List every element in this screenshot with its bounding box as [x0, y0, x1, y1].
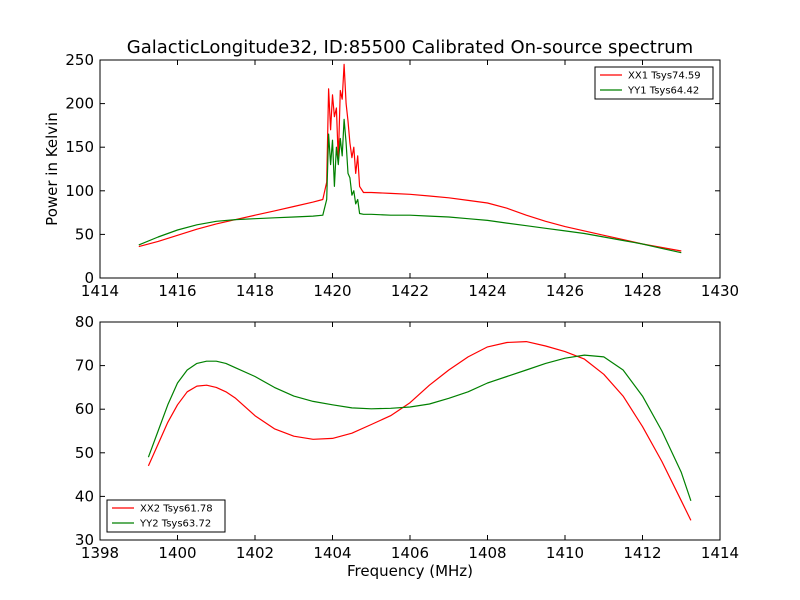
- plot1-legend-box: [594, 66, 714, 100]
- plot-top: 1414 1416 1418 1420 1422 1424 1426 1428 1430 0 50 1…: [43, 51, 739, 300]
- plot2-y-tick-label: 50: [75, 444, 94, 462]
- plot1-x-tick-label: 1416: [158, 282, 196, 300]
- plot1-y-tick-label: 50: [75, 225, 94, 243]
- plot2-y-tick-label: 40: [75, 487, 94, 505]
- plot2-legend-label-2: YY2 Tsys63.72: [139, 519, 211, 530]
- plot2-x-axis-label: Frequency (MHz): [347, 562, 473, 580]
- plot2-x-tick-label: 1400: [158, 544, 196, 562]
- plot1-x-tick-label: 1428: [623, 282, 661, 300]
- plot2-x-tick-label: 1410: [546, 544, 584, 562]
- plot2-x-tick-label: 1406: [391, 544, 429, 562]
- plot1-legend-label-1: XX1 Tsys74.59: [628, 71, 701, 82]
- plot2-legend-box: [106, 499, 226, 533]
- plot1-y-tick-label: 150: [65, 138, 94, 156]
- plot2-series-2-line: [147, 354, 692, 501]
- plot1-y-tick-label: 250: [65, 51, 94, 69]
- plot1-x-tick-label: 1430: [701, 282, 739, 300]
- figure-title: GalacticLongitude32, ID:85500 Calibrated…: [127, 37, 693, 58]
- plot1-series-1-line: [138, 63, 682, 252]
- plot1-x-tick-label: 1426: [546, 282, 584, 300]
- plot2-x-tick-label: 1412: [623, 544, 661, 562]
- plot2-legend-label-1: XX2 Tsys61.78: [140, 504, 213, 515]
- plot-bottom: 1398 1400 1402 1404 1406 1408 1410 1412 1414 30 40…: [75, 313, 739, 580]
- plot1-y-tick-label: 100: [65, 182, 94, 200]
- plot2-x-tick-label: 1398: [81, 544, 119, 562]
- plot1-y-tick-label: 200: [65, 95, 94, 113]
- plot1-x-tick-label: 1424: [468, 282, 506, 300]
- plot1-y-axis-label: Power in Kelvin: [43, 112, 61, 226]
- plot1-series-2-line: [138, 118, 682, 254]
- plot1-x-tick-label: 1420: [313, 282, 351, 300]
- plot1-x-tick-label: 1418: [236, 282, 274, 300]
- plot2-x-tick-label: 1408: [468, 544, 506, 562]
- plot2-y-tick-label: 30: [75, 531, 94, 549]
- plot2-y-tick-label: 70: [75, 357, 94, 375]
- plot2-x-tick-label: 1404: [313, 544, 351, 562]
- plot2-x-tick-label: 1414: [701, 544, 739, 562]
- plot1-y-tick-label: 0: [84, 269, 94, 287]
- plot1-x-tick-label: 1414: [81, 282, 119, 300]
- plot2-y-tick-label: 60: [75, 400, 94, 418]
- plot1-legend-label-2: YY1 Tsys64.42: [627, 86, 699, 97]
- plot2-series-1-line: [147, 341, 692, 521]
- plot2-y-tick-label: 80: [75, 313, 94, 331]
- plot2-x-tick-label: 1402: [236, 544, 274, 562]
- plot1-x-tick-label: 1422: [391, 282, 429, 300]
